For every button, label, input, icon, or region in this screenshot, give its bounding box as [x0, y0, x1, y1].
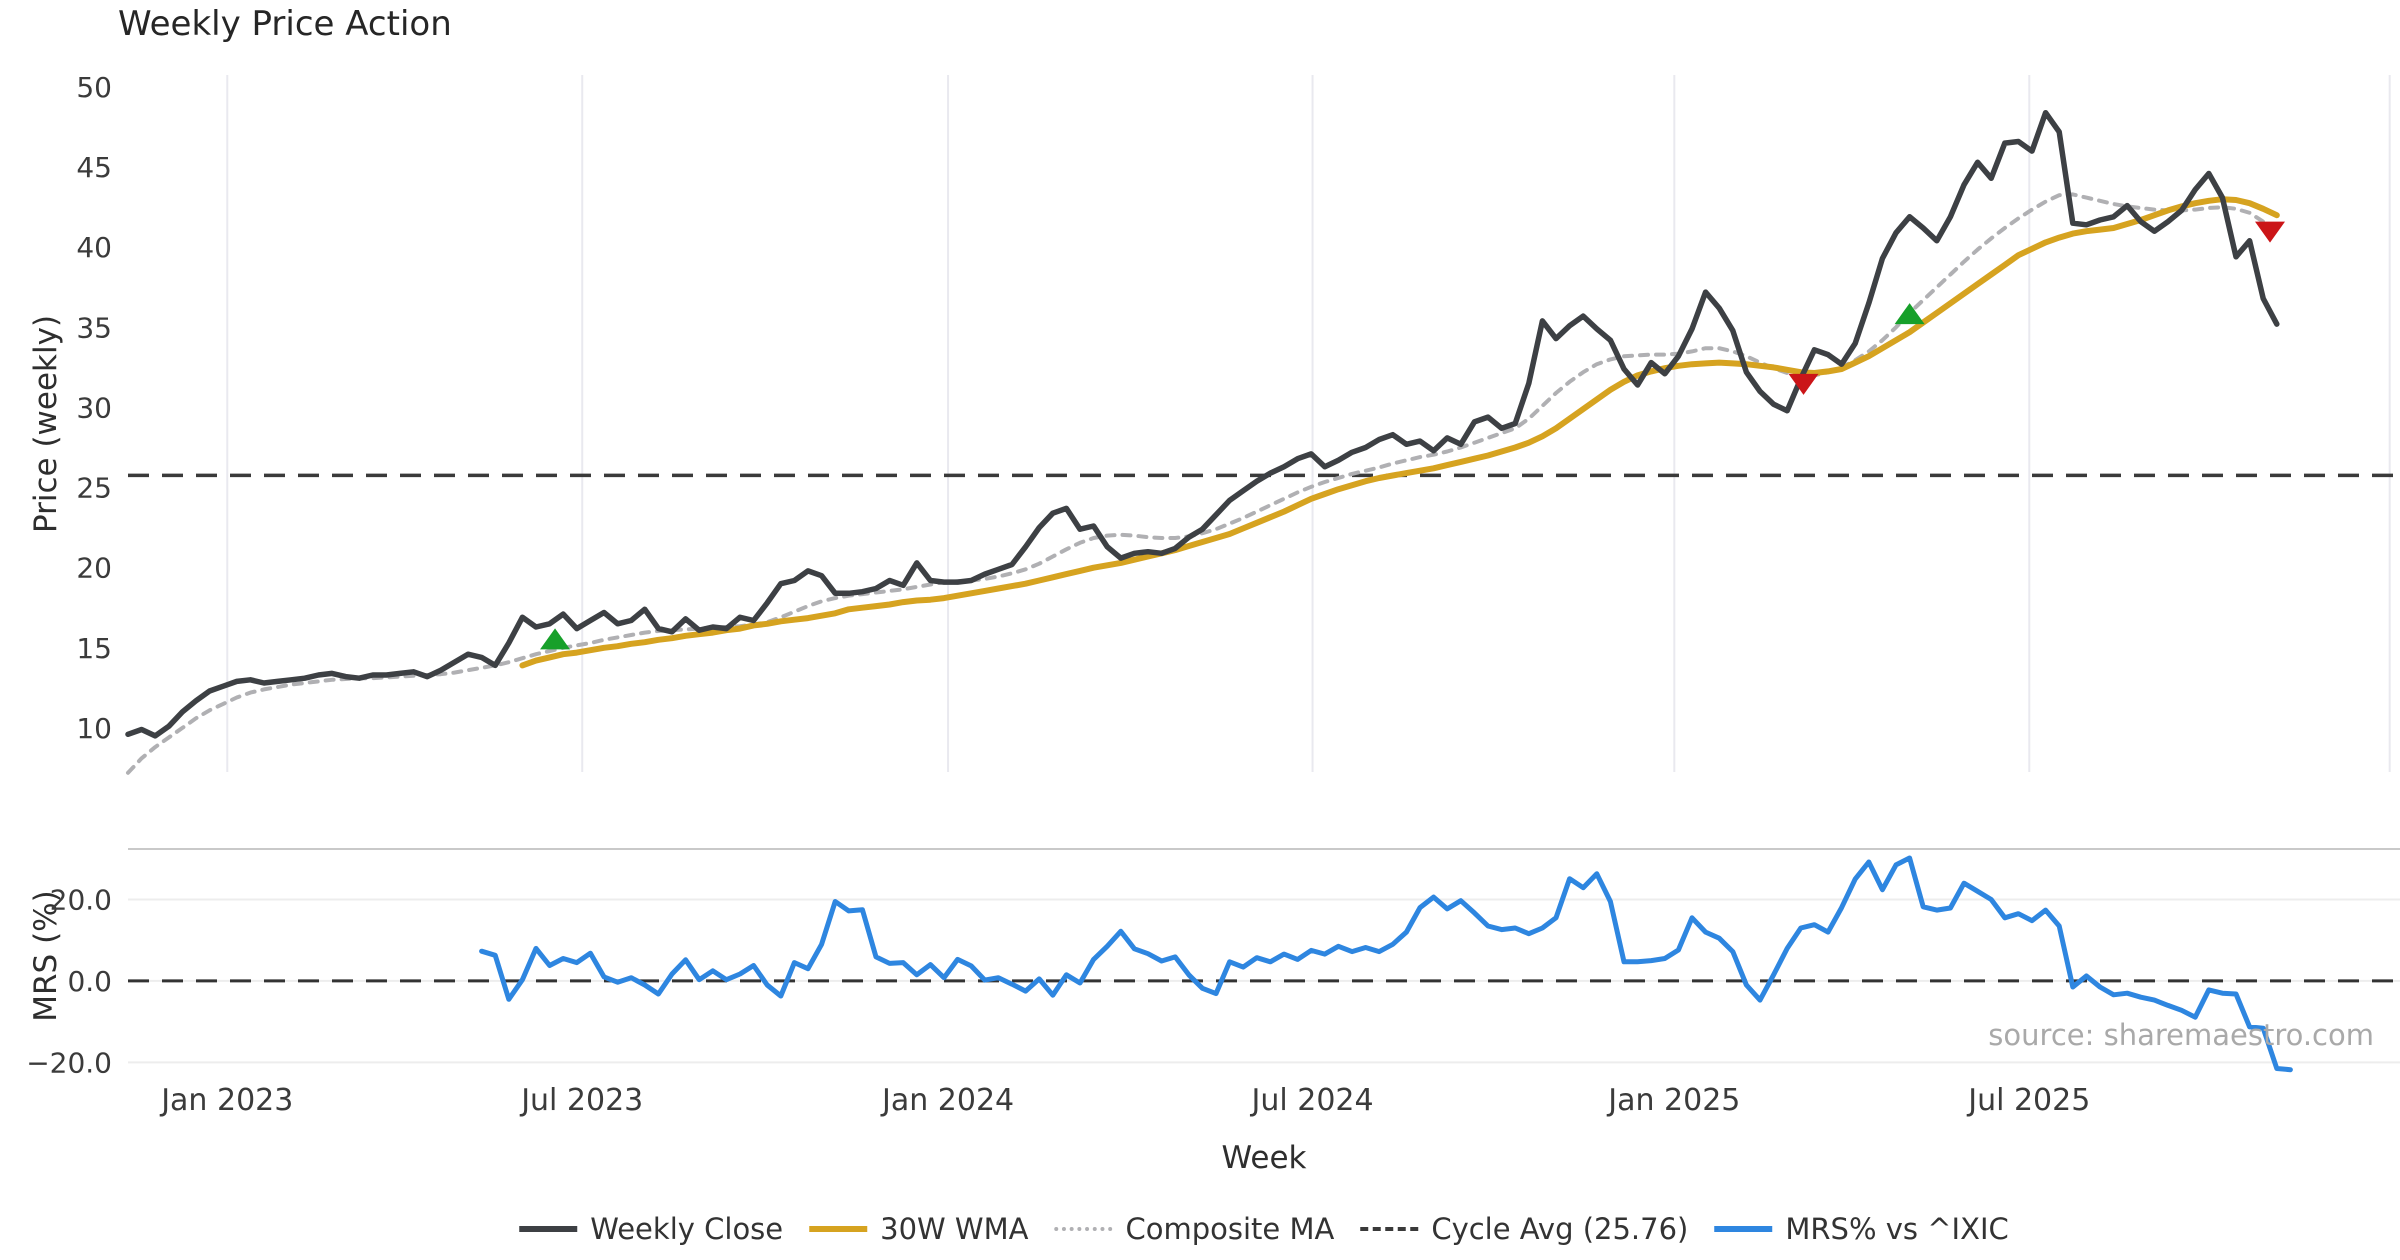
- legend-swatch-solid-line: [809, 1226, 868, 1232]
- legend-label: Cycle Avg (25.76): [1431, 1212, 1689, 1246]
- sell-signal-marker: [1788, 373, 1819, 395]
- x-tick-label: Jan 2025: [1606, 1083, 1740, 1118]
- x-tick-label: Jan 2023: [159, 1083, 293, 1118]
- legend-item-composite-ma: Composite MA: [1054, 1212, 1334, 1246]
- legend-label: 30W WMA: [880, 1212, 1029, 1246]
- legend-label: Weekly Close: [590, 1212, 784, 1246]
- legend-swatch-dashed-line: [1360, 1227, 1419, 1231]
- price-y-tick-label: 40: [76, 231, 112, 264]
- composite-ma-line: [126, 192, 2279, 775]
- sell-signal-marker: [2255, 221, 2285, 243]
- price-y-tick-label: 25: [76, 472, 112, 505]
- legend-label: Composite MA: [1125, 1212, 1335, 1246]
- weekly-close-line: [125, 109, 2280, 739]
- price-y-tick-label: 45: [76, 151, 112, 184]
- x-tick-label: Jan 2024: [880, 1083, 1014, 1118]
- buy-signal-marker: [540, 628, 571, 650]
- price-y-tick-label: 15: [76, 632, 112, 665]
- price-y-tick-label: 10: [76, 712, 112, 745]
- legend-item-weekly-close: Weekly Close: [519, 1212, 783, 1246]
- legend-item-cycle-avg-25-76: Cycle Avg (25.76): [1360, 1212, 1688, 1246]
- price-y-tick-label: 50: [76, 71, 112, 104]
- legend-item-30w-wma: 30W WMA: [809, 1212, 1028, 1246]
- legend: Weekly Close 30W WMA Composite MA Cycle Avg…: [519, 1212, 2009, 1246]
- mrs-y-tick-label: 0.0: [67, 965, 112, 998]
- price-y-tick-label: 20: [76, 552, 112, 585]
- legend-swatch-solid-line: [1714, 1226, 1773, 1232]
- price-y-tick-label: 35: [76, 311, 112, 344]
- chart-title: Weekly Price Action: [118, 4, 452, 44]
- price-y-tick-label: 30: [76, 391, 112, 424]
- x-tick-label: Jul 2023: [519, 1083, 643, 1118]
- legend-swatch-solid-line: [519, 1226, 578, 1232]
- legend-label: MRS% vs ^IXIC: [1785, 1212, 2009, 1246]
- legend-item-mrs-vs-ixic: MRS% vs ^IXIC: [1714, 1212, 2009, 1246]
- mrs-y-tick-label: 20.0: [50, 883, 112, 916]
- source-note: source: sharemaestro.com: [1988, 1018, 2374, 1052]
- mrs-line: [479, 855, 2293, 1073]
- x-tick-label: Jul 2024: [1250, 1083, 1374, 1118]
- buy-signal-marker: [1894, 303, 1925, 325]
- mrs-y-tick-label: −20.0: [26, 1046, 112, 1079]
- wma-line: [519, 196, 2280, 669]
- x-axis-label: Week: [1221, 1140, 1307, 1176]
- legend-swatch-dotted-line: [1054, 1227, 1113, 1231]
- x-tick-label: Jul 2025: [1966, 1083, 2090, 1118]
